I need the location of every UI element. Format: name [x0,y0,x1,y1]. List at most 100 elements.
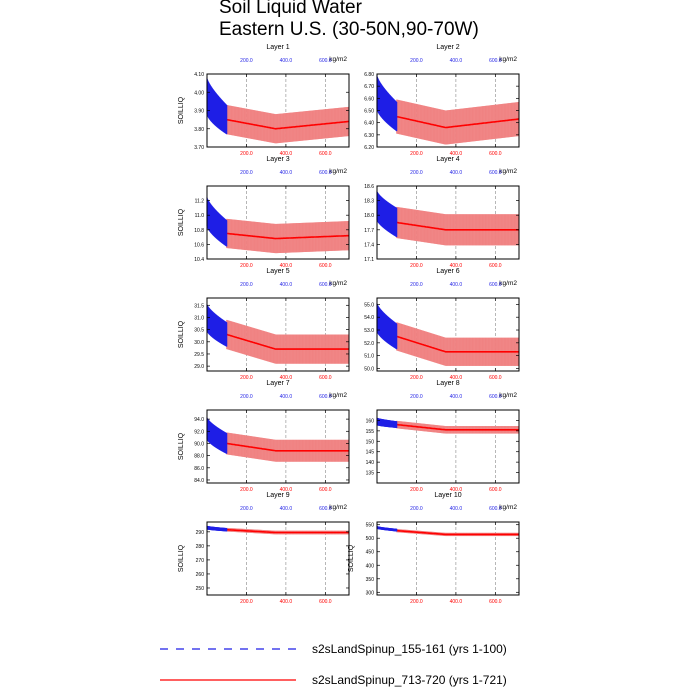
panel-5: Layer 5 kg/m2 SOILLIQ 29.0 29.5 30.0 30.5 31.0 3… [178,268,350,381]
y-tick-label: 51.0 [364,354,374,360]
y-tick-label: 135 [366,471,375,477]
y-tick-label: 250 [196,586,205,592]
y-tick-label: 155 [366,429,375,435]
series-b-line [226,333,349,350]
x-tick-label-bottom: 200.0 [410,487,423,493]
x-tick-label-top: 200.0 [240,58,253,64]
y-tick-label: 29.5 [194,352,204,358]
x-tick-label-bottom: 400.0 [280,375,293,381]
panel-title: Layer 1 [266,44,289,51]
panel-7: Layer 7 kg/m2 SOILLIQ 84.0 86.0 88.0 90.0 92.0 9… [178,380,350,493]
y-tick-label: 300 [366,590,375,596]
series-b-line [396,221,519,231]
panel-10: Layer 10 kg/m2 SOILLIQ 300 350 400 450 500 550 20… [348,492,520,605]
y-tick-label: 160 [366,418,375,424]
y-tick-label: 86.0 [194,466,204,472]
y-tick-label: 31.5 [194,303,204,309]
series-b-band [396,206,520,246]
panel-title: Layer 2 [436,44,459,51]
y-tick-label: 290 [196,530,205,536]
y-tick-label: 4.00 [194,90,204,96]
x-tick-label-bottom: 200.0 [410,599,423,605]
plot-frame [376,297,520,372]
y-tick-label: 29.0 [194,364,204,370]
unit-label: kg/m2 [499,56,517,63]
y-tick-label: 150 [366,439,375,445]
legend: s2sLandSpinup_155-161 (yrs 1-100) s2sLand… [160,642,507,687]
series-a-band [206,304,228,347]
x-tick-label-top: 600.0 [319,170,332,176]
x-tick-label-bottom: 600.0 [319,375,332,381]
x-tick-label-top: 400.0 [450,170,463,176]
y-tick-label: 260 [196,572,205,578]
y-tick-label: 55.0 [364,302,374,308]
y-tick-label: 88.0 [194,454,204,460]
x-tick-label-bottom: 600.0 [489,599,502,605]
series-b-line [226,442,349,452]
x-tick-label-bottom: 600.0 [319,487,332,493]
y-tick-label: 145 [366,450,375,456]
y-tick-label: 17.1 [364,257,374,263]
series-a-band [206,196,228,247]
series-a-band [206,417,228,454]
x-tick-label-top: 400.0 [280,506,293,512]
legend-label-a: s2sLandSpinup_155-161 (yrs 1-100) [312,642,507,656]
x-tick-label-top: 600.0 [319,282,332,288]
y-tick-label: 4.10 [194,72,204,78]
x-tick-label-bottom: 200.0 [240,599,253,605]
panel-title: Layer 5 [266,268,289,275]
x-tick-label-bottom: 600.0 [489,151,502,157]
series-b-band [226,319,350,364]
y-tick-label: 54.0 [364,315,374,321]
x-tick-label-bottom: 400.0 [450,151,463,157]
series-b-band [396,99,520,145]
x-tick-label-bottom: 200.0 [240,263,253,269]
y-tick-label: 350 [366,577,375,583]
y-tick-label: 84.0 [194,478,204,484]
x-tick-label-top: 200.0 [240,170,253,176]
legend-label-b: s2sLandSpinup_713-720 (yrs 1-721) [312,673,507,687]
x-tick-label-top: 400.0 [280,394,293,400]
y-tick-label: 90.0 [194,441,204,447]
series-b-line [396,115,520,129]
x-tick-label-bottom: 200.0 [240,487,253,493]
x-tick-label-top: 200.0 [240,282,253,288]
y-tick-label: 6.70 [364,84,374,90]
x-tick-label-top: 200.0 [410,394,423,400]
x-tick-label-top: 600.0 [489,282,502,288]
y-axis-label: SOILLIQ [178,544,185,572]
x-tick-label-bottom: 400.0 [280,151,293,157]
x-tick-label-bottom: 200.0 [410,375,423,381]
series-b-line [396,529,519,536]
series-a-band [206,77,228,135]
x-tick-label-bottom: 400.0 [450,263,463,269]
plot-frame [206,409,350,484]
y-tick-label: 500 [366,536,375,542]
x-tick-label-top: 400.0 [280,282,293,288]
y-tick-label: 6.50 [364,109,374,115]
x-tick-label-bottom: 400.0 [450,375,463,381]
y-tick-label: 6.20 [364,145,374,151]
y-tick-label: 10.4 [194,257,204,263]
panel-4: Layer 4 kg/m2 17.1 17.4 17.7 18.0 18.3 18.6 200.… [364,156,520,269]
panel-title: Layer 6 [436,268,459,275]
series-b-band [226,432,350,462]
unit-label: kg/m2 [499,504,517,511]
x-tick-label-bottom: 600.0 [319,263,332,269]
y-tick-label: 6.80 [364,72,374,78]
x-tick-label-top: 600.0 [489,394,502,400]
x-tick-label-bottom: 200.0 [240,375,253,381]
y-tick-label: 6.40 [364,121,374,127]
x-tick-label-bottom: 600.0 [489,375,502,381]
x-tick-label-top: 600.0 [319,58,332,64]
series-a-band [376,303,398,350]
y-tick-label: 6.30 [364,133,374,139]
panel-title: Layer 4 [436,156,459,163]
y-tick-label: 18.0 [364,213,374,219]
series-b-band [396,322,520,366]
y-tick-label: 550 [366,523,375,529]
plot-frame [376,409,520,484]
series-a-band [206,525,228,532]
x-tick-label-top: 200.0 [410,58,423,64]
panel-1: Layer 1 kg/m2 SOILLIQ 3.70 3.80 3.90 4.00 4.10 2… [178,44,350,157]
